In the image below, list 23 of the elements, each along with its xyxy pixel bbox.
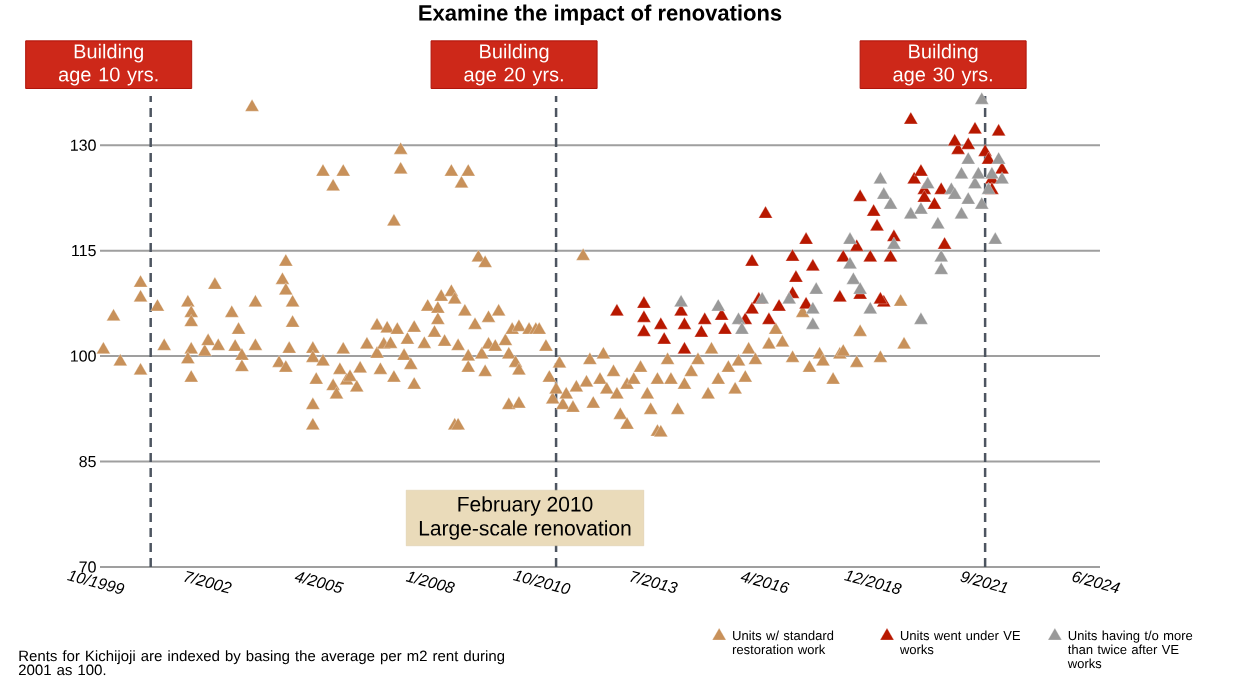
x-tick-label: 12/2018 [844,570,902,594]
y-tick-label: 85 [79,455,96,468]
legend-label: Units having t/o more than twice after VE works [1067,630,1193,669]
x-tick-label: 6/2024 [1072,571,1121,593]
x-tick-label: 4/2005 [294,572,345,593]
x-tick-label: 9/2021 [960,571,1008,594]
ref-line-label: Building age 20 yrs. [464,43,563,86]
legend-label: Units w/ standard restoration work [732,630,834,655]
ref-line-label: Building age 10 yrs. [58,43,158,86]
x-tick-label: 10/2010 [512,570,571,594]
chart-title: Examine the impact of renovations [419,4,782,26]
x-tick-label: 4/2016 [740,572,790,593]
legend-label: Units went under VE works [899,630,1021,655]
x-tick-label: 7/2013 [630,570,678,593]
y-tick-label: 115 [72,245,96,257]
text: Rents for Kichijoji are indexed by basing the average per m2 rent during 2001 as 100. [18,650,505,676]
x-tick-label: 1/2008 [405,571,455,593]
y-tick-label: 130 [71,139,96,151]
y-tick-label: 100 [71,350,96,362]
ref-line-label: Building age 30 yrs. [893,43,992,86]
annotation: February 2010 [458,496,593,516]
x-tick-label: 7/2002 [184,570,232,594]
annotation: Large-scale renovation [419,520,631,540]
